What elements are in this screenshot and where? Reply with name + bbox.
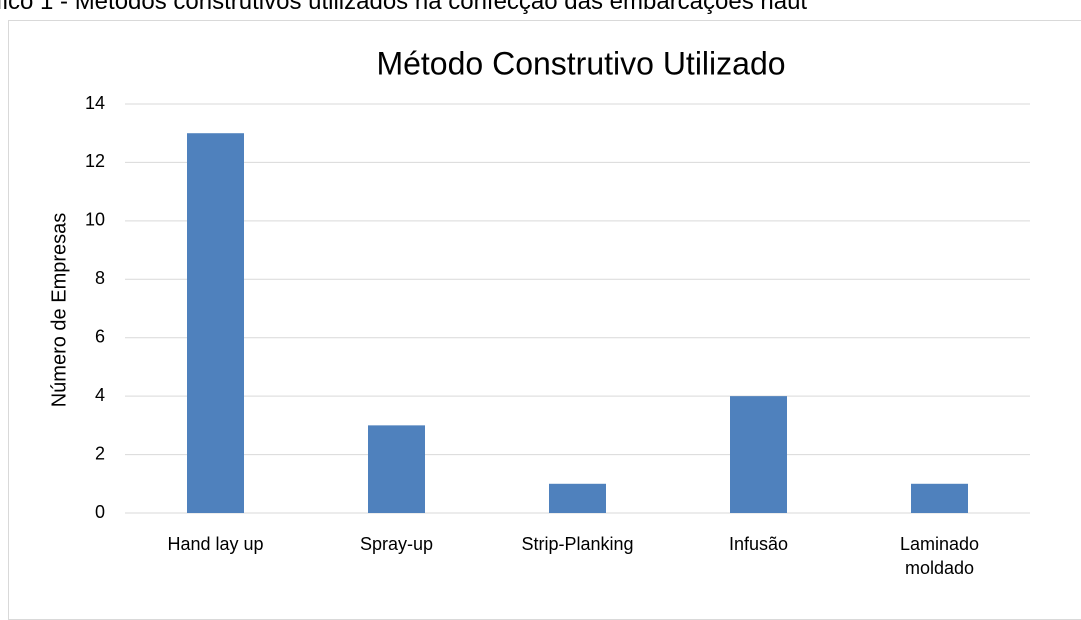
y-tick-label: 0 — [95, 502, 105, 522]
bar — [911, 483, 968, 513]
x-tick-label: Infusão — [728, 534, 789, 554]
x-tick-label: Strip-Planking — [521, 534, 634, 554]
chart-title: Método Construtivo Utilizado — [376, 45, 785, 81]
x-tick-label: Laminado moldado — [899, 534, 980, 578]
chart: Método Construtivo Utilizado Número de E… — [48, 45, 1030, 522]
y-tick-label: 4 — [95, 385, 105, 405]
bar — [187, 133, 244, 513]
y-axis-label: Número de Empresas — [48, 213, 70, 408]
y-tick-label: 10 — [85, 210, 105, 230]
x-tick-label: Hand lay up — [167, 534, 264, 554]
bar — [549, 483, 606, 513]
y-tick-label: 6 — [95, 326, 105, 346]
caption: fico 1 - Métodos construtivos utilizados… — [0, 0, 808, 15]
y-tick-label: 12 — [85, 151, 105, 171]
bar — [730, 396, 787, 513]
y-tick-label: 2 — [95, 443, 105, 463]
x-tick-label: Spray-up — [359, 534, 434, 554]
y-tick-label: 14 — [85, 93, 105, 113]
bar — [368, 425, 425, 513]
y-tick-label: 8 — [95, 268, 105, 288]
